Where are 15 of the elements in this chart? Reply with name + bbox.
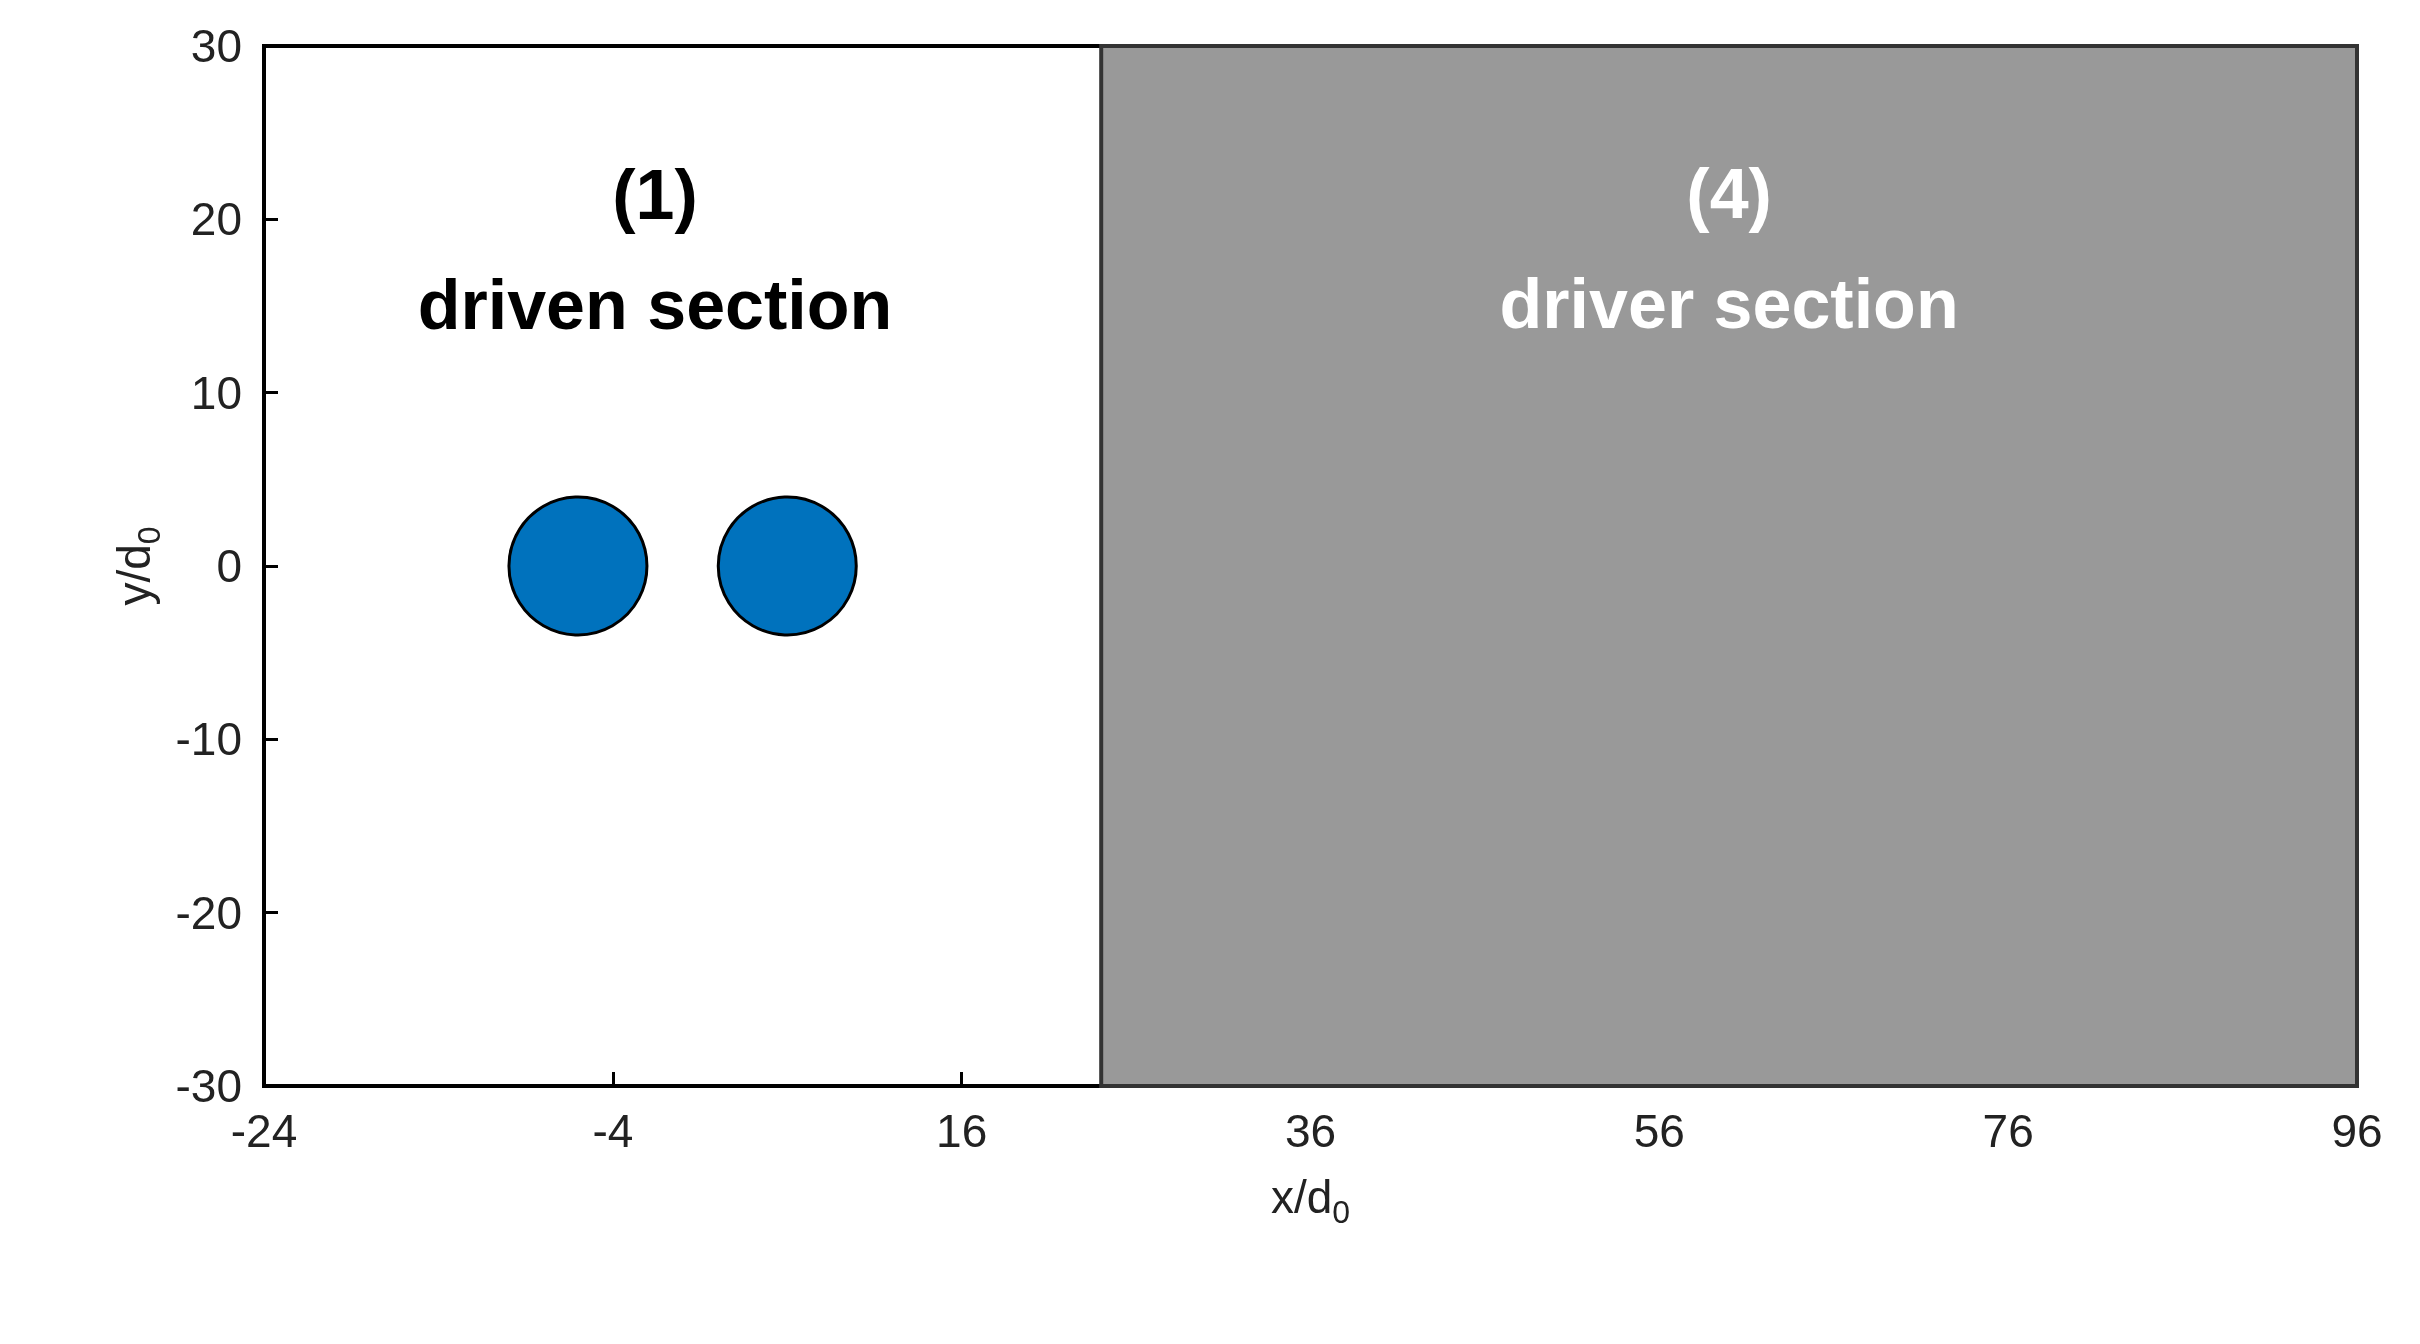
x-tick-label: 36 <box>1284 1105 1337 1157</box>
y-tick-label: -10 <box>175 713 242 766</box>
y-tick-label: 0 <box>216 540 242 592</box>
y-tick-label: 30 <box>190 20 242 72</box>
x-tick-label: 56 <box>1633 1105 1685 1157</box>
x-tick-label: 76 <box>1982 1105 2034 1157</box>
y-axis-title: y/d0 <box>107 526 167 606</box>
x-tick-label: 16 <box>936 1105 988 1157</box>
y-tick-label: 10 <box>190 366 242 419</box>
x-tick-label: 96 <box>2331 1105 2383 1157</box>
y-tick-label: -20 <box>175 886 242 939</box>
x-tick-label: -4 <box>592 1105 634 1157</box>
band-label: (4) driver section <box>1499 155 1959 343</box>
y-tick-label: 20 <box>190 193 242 246</box>
annotation: (1) driven section <box>417 156 893 344</box>
